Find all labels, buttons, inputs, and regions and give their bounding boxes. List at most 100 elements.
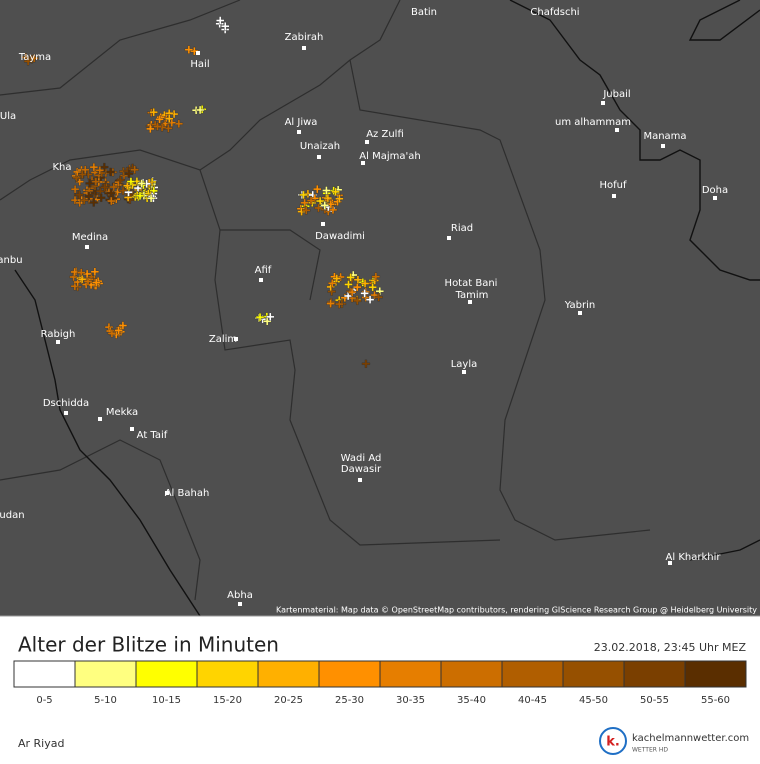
logo-circle [599, 727, 627, 755]
strike [96, 187, 105, 196]
strike [184, 45, 194, 54]
city-dot [56, 340, 60, 344]
legend-label: 35-40 [457, 695, 486, 706]
city-labels: Chafdschi Zabirah Hail Tayma Ula Kha Jubail um … [0, 7, 728, 606]
strike [142, 179, 151, 188]
city-dot [578, 311, 582, 315]
city-dot [297, 130, 301, 134]
city-label: Abha [227, 590, 253, 601]
legend-swatch [440, 660, 503, 688]
legend-label: 20-25 [274, 695, 303, 706]
attribution-bg [272, 603, 760, 616]
strike [30, 54, 39, 63]
strike [114, 326, 123, 335]
strike [157, 123, 167, 132]
legend-label: 5-10 [94, 695, 117, 706]
legend-swatch [257, 660, 320, 688]
city-label: Rabigh [41, 329, 76, 340]
city-label: Tayma [18, 52, 51, 63]
city-dot [85, 245, 89, 249]
city-label: udan [0, 510, 25, 521]
strike [360, 289, 369, 298]
city-dot [713, 196, 717, 200]
strike [221, 22, 230, 31]
strike [165, 114, 174, 123]
strike [353, 296, 362, 306]
strike [72, 173, 81, 182]
strike [84, 191, 94, 201]
strike [326, 200, 336, 209]
legend-label: 55-60 [701, 695, 730, 706]
logo-mark: k. [606, 735, 620, 750]
legend-swatch [13, 660, 76, 688]
city-label: Al Bahah [165, 488, 210, 499]
strike [107, 196, 116, 206]
city-label: Afif [255, 265, 272, 276]
strike [23, 57, 33, 66]
city-label: At Taif [137, 430, 168, 441]
city-label: Doha [702, 185, 728, 196]
city-label: Al Jiwa [285, 117, 318, 128]
strike [84, 186, 94, 195]
strike [360, 279, 370, 288]
city-label: Wadi Ad [341, 453, 382, 464]
strike [149, 186, 158, 196]
city-label: Hofuf [599, 180, 626, 191]
city-dot [361, 161, 365, 165]
strike [77, 275, 87, 284]
city-label: Zalim [209, 334, 237, 345]
strike [164, 124, 173, 133]
city-label: Ula [0, 111, 16, 122]
strike [130, 165, 139, 174]
strike [302, 206, 311, 215]
strike [92, 278, 101, 287]
strike [146, 124, 155, 134]
strike [70, 185, 80, 194]
city-dot [98, 417, 102, 421]
strike [365, 295, 375, 304]
strike [195, 105, 205, 115]
legend-label: 0-5 [36, 695, 52, 706]
borders [0, 0, 651, 601]
strike [106, 188, 116, 198]
strike [118, 321, 128, 330]
strike [216, 16, 225, 25]
city-dot [165, 491, 169, 495]
city-label: Layla [451, 359, 478, 370]
legend-label: 25-30 [335, 695, 364, 706]
strike [75, 190, 84, 200]
city-dot [468, 300, 472, 304]
timestamp: 23.02.2018, 23:45 Uhr MEZ [594, 641, 747, 654]
strike [104, 322, 114, 332]
city-dot [259, 278, 263, 282]
strike [255, 312, 265, 322]
strike [346, 273, 355, 282]
city-dot [234, 337, 238, 341]
legend-title: Alter der Blitze in Minuten [18, 633, 279, 657]
strike [89, 162, 99, 172]
strike [109, 182, 118, 192]
strike [331, 187, 340, 197]
city-label: Riad [451, 223, 473, 234]
strike [81, 165, 90, 175]
city-dot [462, 370, 466, 374]
city-dot [612, 194, 616, 198]
strike [126, 177, 136, 186]
legend-label: 45-50 [579, 695, 608, 706]
city-dot [615, 128, 619, 132]
legend-label: 15-20 [213, 695, 242, 706]
strike [314, 203, 323, 213]
legend-label: 40-45 [518, 695, 547, 706]
coastlines [14, 0, 760, 617]
strike [320, 201, 329, 210]
city-label: Medina [72, 232, 108, 243]
strike [124, 169, 134, 178]
city-label: Az Zulfi [366, 129, 404, 140]
city-dot [64, 411, 68, 415]
city-label: Mekka [106, 407, 138, 418]
city-dot [321, 222, 325, 226]
city-dot [661, 144, 665, 148]
city-dot [302, 46, 306, 50]
legend: 0-5 5-10 10-15 15-20 20-25 25-30 30-35 35-40 40-… [13, 660, 747, 706]
